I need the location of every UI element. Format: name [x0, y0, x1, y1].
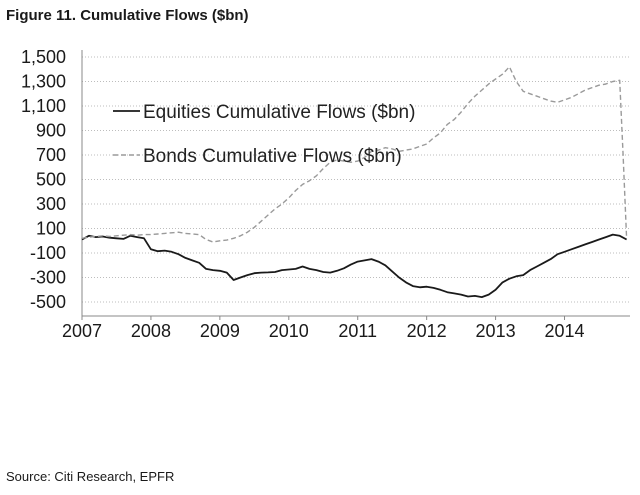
x-tick-label: 2013: [476, 321, 516, 341]
series-lines: [81, 66, 628, 299]
y-tick-label: 1,100: [21, 96, 66, 116]
y-tick-label: -100: [30, 243, 66, 263]
x-tick-label: 2011: [338, 321, 377, 341]
x-tick-label: 2007: [62, 321, 102, 341]
grid-lines: [82, 56, 630, 303]
x-tick-label: 2010: [269, 321, 309, 341]
y-tick-label: 300: [36, 194, 66, 214]
equities-series-line: [81, 233, 628, 299]
y-tick-label: 1,300: [21, 72, 66, 92]
x-tick-label: 2009: [200, 321, 240, 341]
source-note: Source: Citi Research, EPFR: [6, 469, 175, 484]
y-tick-label: 100: [36, 219, 66, 239]
legend: Equities Cumulative Flows ($bn) Bonds Cum…: [113, 102, 415, 167]
axes: 1,500 1,300 1,100 900 700 500 300 100 -100 -300 -5…: [21, 47, 630, 341]
y-tick-label: -300: [30, 268, 66, 288]
x-tick-label: 2012: [407, 321, 447, 341]
legend-bonds-label: Bonds Cumulative Flows ($bn): [143, 146, 402, 167]
bonds-series-line: [81, 66, 628, 243]
y-tick-label: 700: [36, 145, 66, 165]
y-tick-label: 1,500: [21, 47, 66, 67]
y-tick-label: -500: [30, 292, 66, 312]
y-tick-label: 500: [36, 170, 66, 190]
x-tick-label: 2014: [544, 321, 584, 341]
figure-title: Figure 11. Cumulative Flows ($bn): [6, 7, 249, 24]
y-tick-label: 900: [36, 121, 66, 141]
cumulative-flows-chart: 1,500 1,300 1,100 900 700 500 300 100 -100 -300 -5…: [21, 47, 630, 341]
x-tick-label: 2008: [131, 321, 171, 341]
legend-equities-label: Equities Cumulative Flows ($bn): [143, 102, 415, 123]
